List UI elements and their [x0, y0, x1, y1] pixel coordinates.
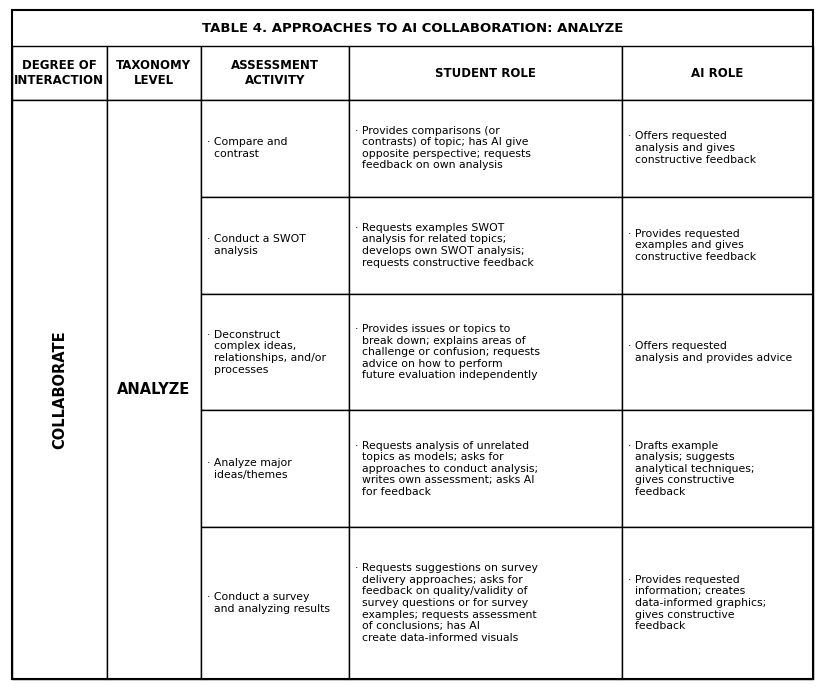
Text: · Drafts example
  analysis; suggests
  analytical techniques;
  gives construct: · Drafts example analysis; suggests anal…: [628, 440, 754, 497]
Text: STUDENT ROLE: STUDENT ROLE: [435, 67, 535, 79]
Text: TABLE 4. APPROACHES TO AI COLLABORATION: ANALYZE: TABLE 4. APPROACHES TO AI COLLABORATION:…: [202, 22, 623, 34]
Text: · Conduct a SWOT
  analysis: · Conduct a SWOT analysis: [207, 234, 306, 256]
Text: · Requests examples SWOT
  analysis for related topics;
  develops own SWOT anal: · Requests examples SWOT analysis for re…: [356, 223, 534, 267]
Bar: [621, 294, 813, 411]
Text: AI ROLE: AI ROLE: [691, 67, 743, 79]
Bar: [349, 99, 621, 196]
Bar: [12, 10, 813, 46]
Bar: [201, 99, 349, 196]
Text: · Offers requested
  analysis and provides advice: · Offers requested analysis and provides…: [628, 341, 792, 363]
Bar: [349, 527, 621, 679]
Bar: [12, 46, 106, 99]
Bar: [12, 99, 106, 679]
Bar: [201, 46, 349, 99]
Bar: [349, 294, 621, 411]
Bar: [201, 411, 349, 527]
Text: · Compare and
  contrast: · Compare and contrast: [207, 137, 288, 159]
Bar: [621, 527, 813, 679]
Text: · Deconstruct
  complex ideas,
  relationships, and/or
  processes: · Deconstruct complex ideas, relationshi…: [207, 330, 326, 375]
Bar: [621, 99, 813, 196]
Bar: [621, 196, 813, 294]
Bar: [106, 99, 201, 679]
Bar: [621, 46, 813, 99]
Text: · Provides requested
  examples and gives
  constructive feedback: · Provides requested examples and gives …: [628, 229, 756, 262]
Bar: [349, 196, 621, 294]
Bar: [201, 196, 349, 294]
Text: ANALYZE: ANALYZE: [117, 382, 191, 397]
Bar: [201, 294, 349, 411]
Bar: [201, 527, 349, 679]
Bar: [349, 46, 621, 99]
Bar: [621, 411, 813, 527]
Text: · Offers requested
  analysis and gives
  constructive feedback: · Offers requested analysis and gives co…: [628, 132, 756, 165]
Text: · Analyze major
  ideas/themes: · Analyze major ideas/themes: [207, 458, 292, 480]
Text: · Provides requested
  information; creates
  data-informed graphics;
  gives co: · Provides requested information; create…: [628, 575, 766, 631]
Bar: [106, 46, 201, 99]
Text: · Conduct a survey
  and analyzing results: · Conduct a survey and analyzing results: [207, 593, 330, 614]
Text: TAXONOMY
LEVEL: TAXONOMY LEVEL: [116, 59, 191, 87]
Text: · Requests suggestions on survey
  delivery approaches; asks for
  feedback on q: · Requests suggestions on survey deliver…: [356, 563, 538, 643]
Text: DEGREE OF
INTERACTION: DEGREE OF INTERACTION: [14, 59, 104, 87]
Text: ASSESSMENT
ACTIVITY: ASSESSMENT ACTIVITY: [231, 59, 319, 87]
Text: COLLABORATE: COLLABORATE: [52, 330, 67, 449]
Text: · Provides issues or topics to
  break down; explains areas of
  challenge or co: · Provides issues or topics to break dow…: [356, 324, 540, 380]
Text: · Requests analysis of unrelated
  topics as models; asks for
  approaches to co: · Requests analysis of unrelated topics …: [356, 440, 539, 497]
Bar: [349, 411, 621, 527]
Text: · Provides comparisons (or
  contrasts) of topic; has AI give
  opposite perspec: · Provides comparisons (or contrasts) of…: [356, 125, 531, 170]
